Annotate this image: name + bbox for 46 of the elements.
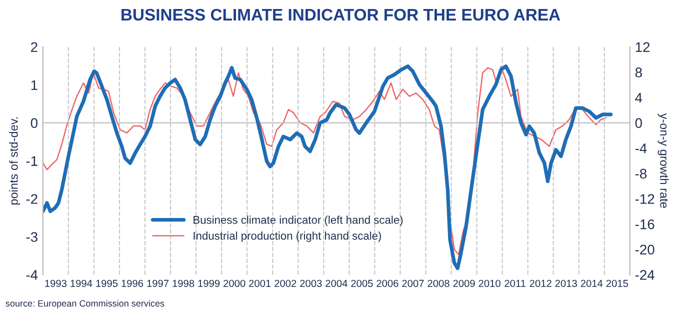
x-tick-label: 1993 (45, 280, 66, 288)
y-tick-label: -2 (26, 194, 38, 204)
x-tick-label: 2009 (453, 280, 475, 288)
y2-tick-label: 8 (635, 68, 642, 78)
x-tick-label: 2013 (555, 280, 577, 288)
x-tick-label: 1999 (198, 280, 220, 288)
x-tick-label: 1995 (96, 280, 118, 288)
y2-tick-label: -24 (635, 270, 654, 280)
y-tick-label: 1 (31, 80, 38, 90)
y-tick-label: 2 (31, 42, 38, 52)
y2-tick-label: 4 (635, 93, 642, 103)
x-tick-label: 2006 (376, 280, 398, 288)
x-tick-label: 1997 (147, 280, 169, 288)
y-tick-label: -3 (26, 232, 38, 242)
x-tick-label: 2010 (478, 280, 500, 288)
x-tick-label: 2007 (402, 280, 424, 288)
y2-tick-label: -16 (635, 219, 654, 230)
x-tick-label: 2012 (530, 280, 552, 288)
x-tick-label: 1994 (70, 280, 92, 288)
chart-title: BUSINESS CLIMATE INDICATOR FOR THE EURO AREA (122, 8, 560, 21)
x-tick-label: 2015 (606, 280, 628, 288)
source-note: source: European Commission services (6, 300, 164, 308)
x-tick-label: 2004 (326, 280, 348, 288)
y-tick-label: 0 (30, 118, 38, 128)
x-tick-label: 2014 (580, 280, 603, 288)
x-tick-label: 2008 (428, 280, 450, 288)
x-tick-label: 2001 (249, 280, 271, 288)
x-tick-label: 2002 (274, 280, 296, 288)
y-tick-label: -4 (26, 270, 38, 280)
x-tick-label: 1998 (172, 280, 194, 288)
y-tick-label: -1 (26, 156, 38, 166)
y2-tick-label: -20 (635, 244, 654, 255)
x-tick-label: 2000 (224, 280, 246, 288)
legend-label: Business climate indicator (left hand scale) (194, 216, 403, 226)
y2-axis-title: y-on-y growth rate (658, 113, 669, 208)
y2-tick-label: -8 (635, 168, 647, 179)
y-axis-title: points of std-dev. (9, 117, 20, 205)
y2-tick-label: -4 (635, 144, 647, 154)
x-tick-label: 1996 (122, 280, 144, 288)
x-tick-label: 2005 (351, 280, 373, 288)
legend-label: Industrial production (right hand scale) (194, 232, 381, 242)
x-tick-label: 2003 (300, 280, 322, 288)
y2-tick-label: 12 (636, 42, 650, 52)
y2-tick-label: 0 (635, 118, 642, 128)
y2-tick-label: -12 (635, 194, 654, 204)
x-tick-label: 2011 (504, 280, 526, 288)
